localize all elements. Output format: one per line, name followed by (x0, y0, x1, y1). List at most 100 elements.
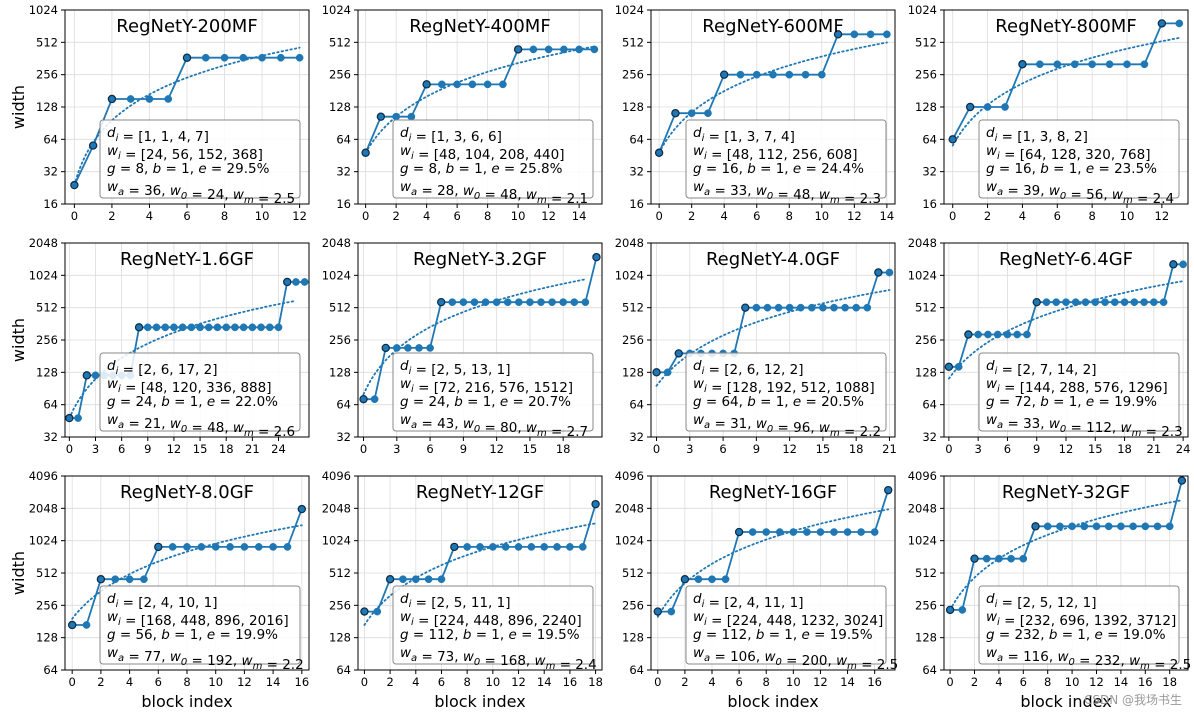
annotation-line: di = [2, 6, 12, 2] (693, 358, 803, 378)
fit-curve (364, 45, 596, 154)
data-point (437, 575, 446, 584)
x-tick-label: 6 (426, 442, 433, 456)
y-tick-label: 512 (622, 35, 644, 49)
data-point (481, 298, 490, 307)
y-tick-label: 2048 (615, 236, 644, 250)
data-point (1007, 554, 1015, 563)
data-point (183, 543, 191, 551)
annotation-line: wi = [72, 216, 576, 1512] (400, 376, 573, 396)
x-tick-label: 0 (654, 675, 661, 689)
data-point (964, 330, 973, 339)
x-tick-label: 12 (541, 209, 556, 223)
data-point (1018, 60, 1027, 69)
data-point (667, 607, 676, 616)
x-tick-label: 6 (155, 675, 162, 689)
data-point (426, 344, 434, 352)
data-point (982, 554, 991, 563)
y-tick-label: 256 (915, 68, 937, 82)
data-point (575, 45, 583, 54)
data-point (168, 543, 177, 551)
data-point (970, 554, 979, 563)
data-point (1179, 260, 1187, 269)
y-tick-label: 64 (629, 132, 644, 146)
data-point (680, 575, 690, 584)
data-point (1120, 298, 1129, 307)
y-tick-label: 128 (36, 365, 58, 379)
annotation-line: di = [2, 4, 10, 1] (107, 591, 217, 611)
data-point (201, 53, 210, 62)
data-point (1177, 476, 1187, 485)
y-tick-label: 32 (43, 430, 58, 444)
x-tick-label: 2 (688, 209, 695, 223)
x-tick-label: 10 (814, 209, 829, 223)
y-tick-label: 256 (915, 598, 937, 612)
x-tick-label: 15 (193, 442, 208, 456)
y-tick-label: 16 (629, 197, 644, 211)
annotation-line: wa = 28, w0 = 48, wm = 2.1 (400, 179, 588, 207)
data-point (1042, 298, 1051, 307)
annotation-line: g = 16, b = 1, e = 24.4% (693, 161, 864, 177)
data-point (492, 298, 501, 307)
data-point (1101, 298, 1109, 307)
subplot-title: RegNetY-600MF (702, 16, 843, 37)
x-tick-label: 2 (97, 675, 104, 689)
data-point (1140, 60, 1149, 69)
data-point (883, 30, 891, 39)
data-point (948, 135, 957, 144)
annotation-line: wi = [24, 56, 152, 368] (107, 143, 263, 163)
data-point (884, 485, 893, 495)
data-point (96, 575, 106, 584)
annotation-line: wa = 36, w0 = 24, wm = 2.5 (107, 179, 295, 207)
data-point (222, 323, 231, 332)
x-tick-label: 0 (66, 442, 73, 456)
annotation-line: di = [2, 5, 13, 1] (400, 358, 510, 378)
subplot-title: RegNetY-400MF (409, 16, 550, 37)
y-tick-label: 32 (43, 165, 58, 179)
y-tick-label: 2048 (29, 236, 58, 250)
data-point (360, 607, 369, 616)
y-tick-label: 2048 (615, 501, 644, 515)
data-point (1110, 298, 1119, 307)
data-point (592, 252, 601, 262)
data-point (687, 109, 696, 118)
fit-curve (658, 41, 888, 154)
annotation-line: wa = 116, w0 = 232, wm = 2.5 (986, 645, 1191, 673)
x-tick-label: 14 (1114, 675, 1129, 689)
data-point (170, 323, 178, 332)
y-tick-label: 64 (336, 132, 351, 146)
y-tick-label: 32 (336, 165, 351, 179)
data-point (488, 543, 497, 551)
y-tick-label: 32 (336, 430, 351, 444)
legend-box (99, 352, 301, 432)
x-tick-label: 2 (681, 675, 688, 689)
data-point (954, 362, 963, 371)
x-tick-label: 6 (183, 209, 190, 223)
data-point (415, 344, 423, 352)
data-point (857, 528, 865, 536)
y-tick-label: 128 (622, 631, 644, 645)
x-tick-label: 6 (1004, 442, 1011, 456)
legend-box (392, 585, 594, 665)
fit-curve (951, 37, 1181, 147)
data-point (499, 80, 507, 89)
data-point (537, 298, 545, 307)
annotation-line: g = 112, b = 1, e = 19.5% (693, 627, 873, 643)
x-tick-label: 12 (292, 209, 307, 223)
data-point (560, 45, 568, 54)
x-tick-label: 10 (1065, 675, 1080, 689)
data-point (654, 148, 664, 157)
data-point (1056, 522, 1064, 531)
y-tick-label: 256 (329, 333, 351, 347)
x-tick-label: 6 (438, 675, 445, 689)
y-tick-label: 4096 (615, 469, 644, 483)
annotation-line: wi = [224, 448, 1232, 3024] (693, 609, 883, 629)
data-point (197, 543, 206, 551)
data-point (850, 30, 859, 39)
y-tick-label: 4096 (322, 469, 351, 483)
x-tick-label: 9 (144, 442, 151, 456)
x-tick-label: 9 (460, 442, 467, 456)
data-point (741, 303, 750, 312)
legend-box (685, 119, 887, 199)
data-point (653, 607, 662, 616)
x-tick-label: 15 (816, 442, 831, 456)
